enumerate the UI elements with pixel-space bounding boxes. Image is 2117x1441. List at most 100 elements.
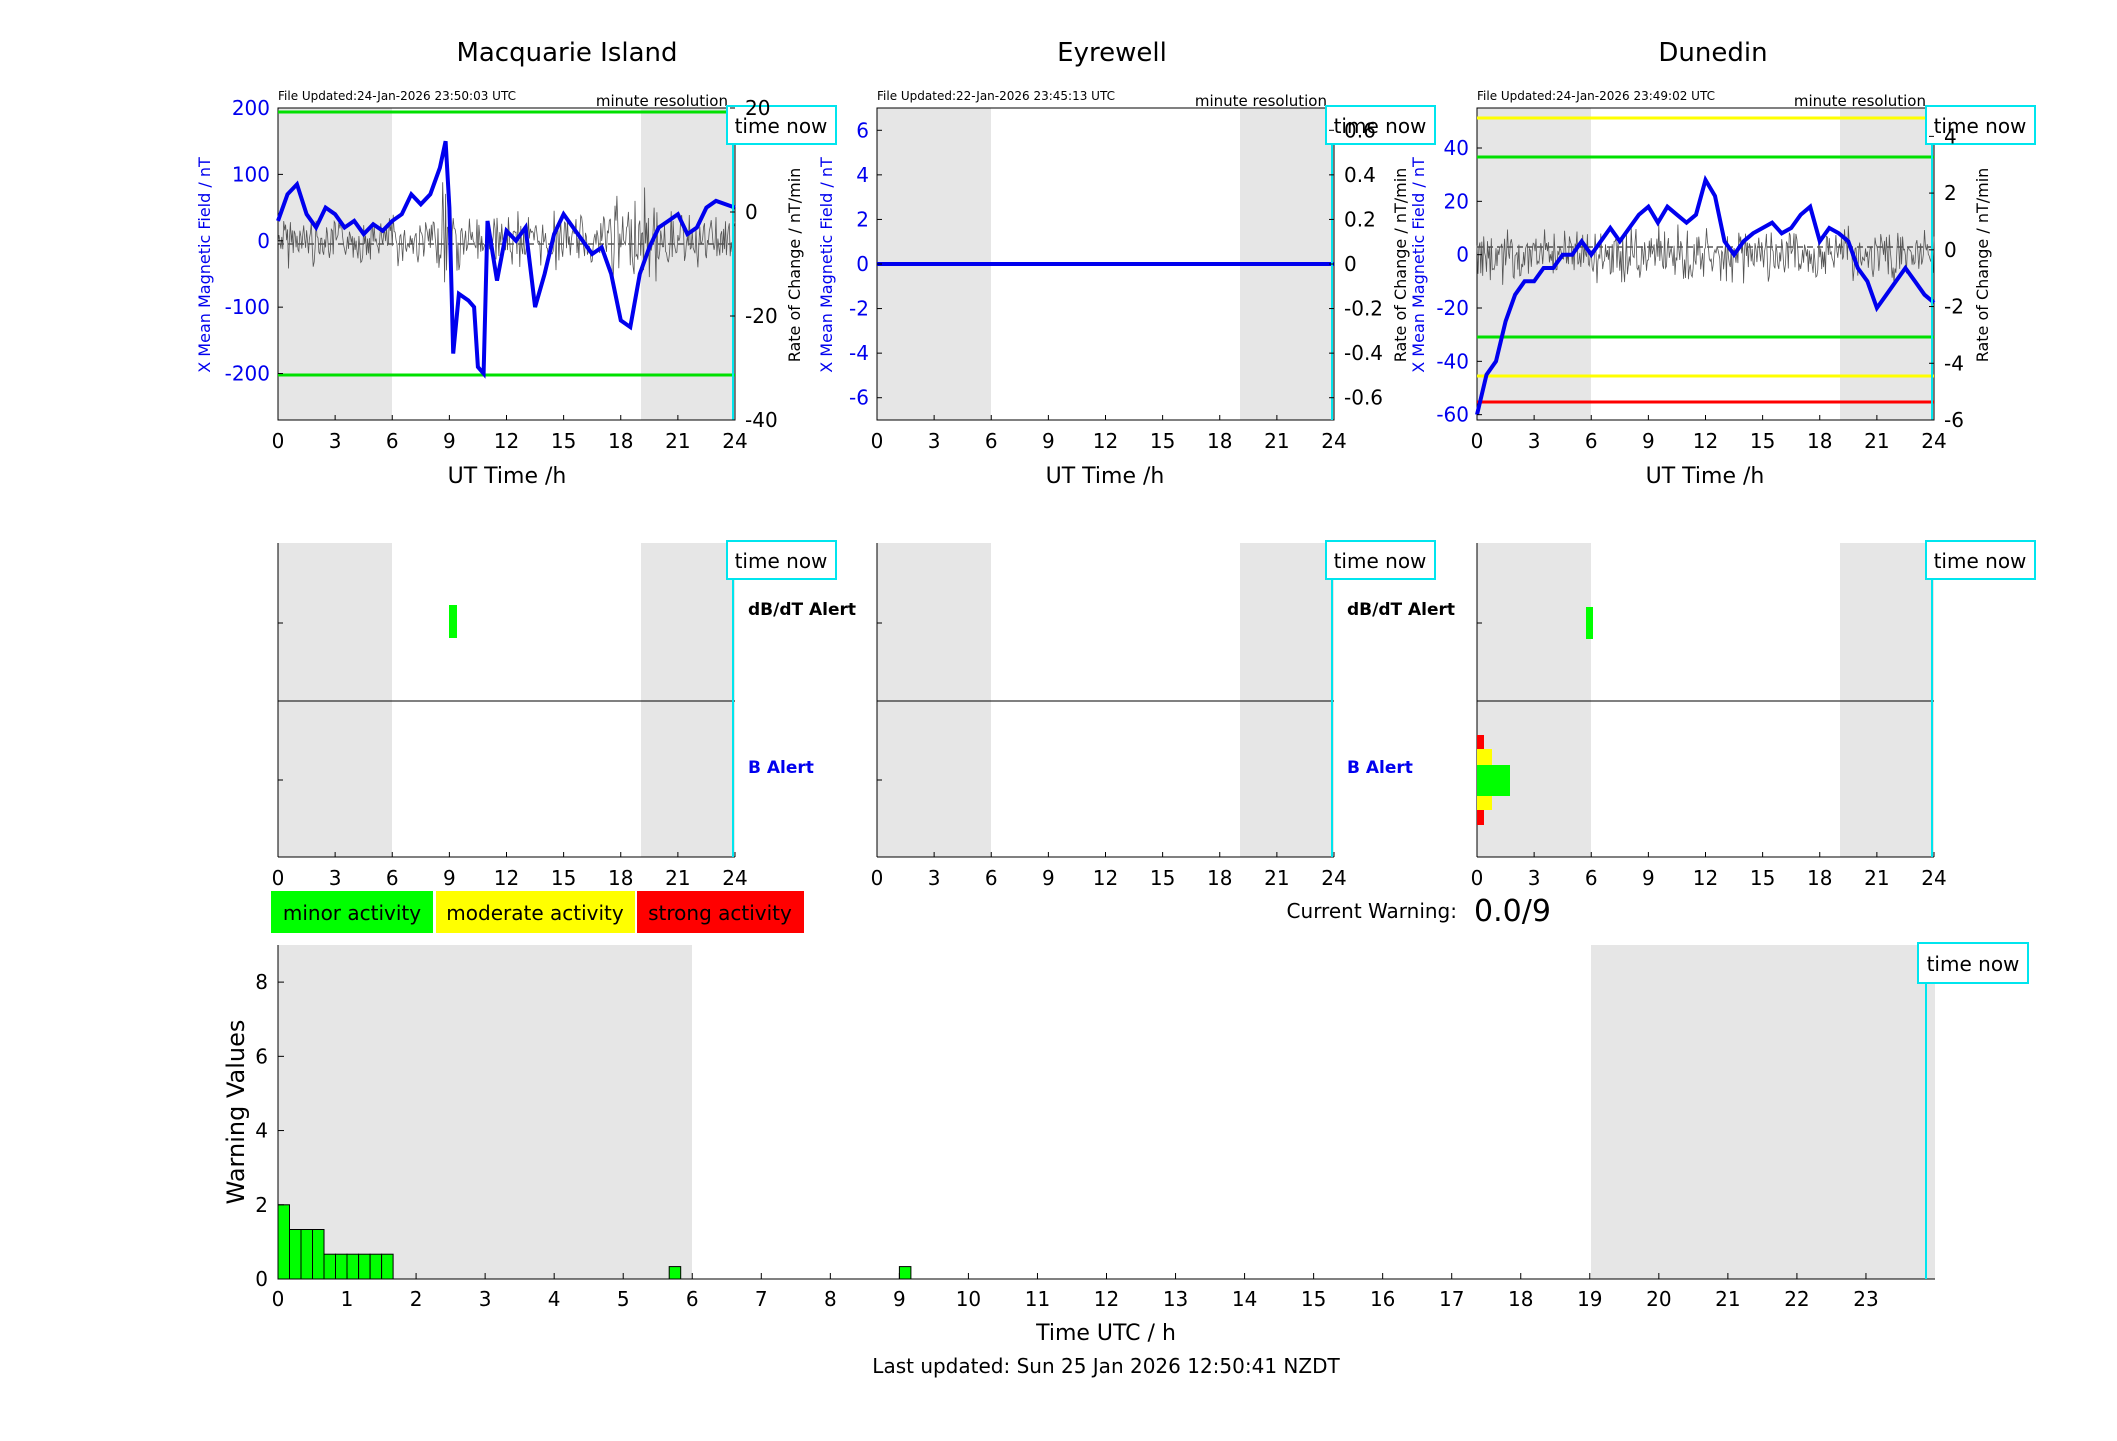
y-tick-label: 0 — [1456, 243, 1469, 267]
time-now-label: time now — [1934, 549, 2027, 573]
y2-tick-label: -6 — [1944, 408, 1964, 432]
y2-tick-label: 0 — [1944, 238, 1957, 262]
x-tick-label: 15 — [551, 429, 576, 453]
field-series-line — [276, 140, 736, 379]
x-tick-label: 12 — [1094, 1287, 1119, 1311]
b-alert-bar-strong — [1477, 810, 1484, 825]
x-tick-label: 3 — [329, 429, 342, 453]
time-now-label: time now — [1927, 952, 2020, 976]
y2-tick-label: -2 — [1944, 295, 1964, 319]
time-now-box — [726, 540, 837, 580]
x-tick-label: 3 — [928, 866, 941, 890]
x-tick-label: 1 — [341, 1287, 354, 1311]
b-alert-bar-moderate — [1477, 796, 1492, 810]
legend-moderate-label: moderate activity — [446, 901, 624, 925]
y-tick-label: 2 — [856, 207, 869, 231]
x-tick-label: 3 — [928, 429, 941, 453]
file-updated: File Updated:22-Jan-2026 23:45:13 UTC — [877, 89, 1115, 103]
dbdt-alert-label: dB/dT Alert — [1347, 600, 1455, 620]
y-tick-label: 0 — [255, 1267, 268, 1291]
x-tick-label: 6 — [686, 1287, 699, 1311]
warning-bars — [277, 1204, 912, 1280]
alert-panel-eyrewell: time now dB/dT Alert B Alert 0 3 6 9 12 15 18 2… — [871, 540, 1455, 890]
y2-tick-label: 4 — [1944, 124, 1957, 148]
y-tick-label: -2 — [849, 297, 869, 321]
y2-tick-labels: 0.6 0.4 0.2 0 -0.2 -0.4 -0.6 — [1329, 118, 1383, 410]
x-tick-label: 0 — [272, 429, 285, 453]
time-now-box — [726, 105, 837, 145]
y-tick-labels: 200 100 0 -100 -200 — [225, 96, 283, 386]
x-tick-label: 6 — [1585, 866, 1598, 890]
x-tick-label: 0 — [272, 1287, 285, 1311]
x-tick-label: 12 — [1093, 866, 1118, 890]
x-tick-label: 6 — [386, 429, 399, 453]
x-axis-label: UT Time /h — [448, 464, 567, 489]
x-tick-label: 24 — [722, 429, 747, 453]
legend-minor-label: minor activity — [283, 901, 421, 925]
x-tick-label: 21 — [1864, 866, 1889, 890]
y-tick-label: 6 — [856, 118, 869, 142]
y-tick-label: 6 — [255, 1044, 268, 1068]
y2-tick-label: 0.4 — [1344, 163, 1376, 187]
x-tick-label: 9 — [1042, 866, 1055, 890]
x-tick-label: 0 — [1471, 866, 1484, 890]
y-tick-label: -6 — [849, 386, 869, 410]
legend-minor-swatch — [271, 891, 433, 933]
time-now-box — [1325, 540, 1436, 580]
b-alert-bar-moderate — [1477, 749, 1492, 765]
warning-bar — [300, 1229, 313, 1280]
dbdt-alert-bar-minor — [1586, 607, 1593, 639]
y-tick-label: 4 — [255, 1119, 268, 1143]
time-now-label: time now — [1334, 114, 1427, 138]
x-tick-label: 9 — [443, 866, 456, 890]
x-tick-label: 15 — [1150, 429, 1175, 453]
panel-eyrewell: Eyrewell File Updated:22-Jan-2026 23:45:… — [817, 38, 1436, 489]
x-tick-label: 12 — [1693, 866, 1718, 890]
x-tick-label: 18 — [608, 429, 633, 453]
x-tick-label: 21 — [1264, 429, 1289, 453]
x-tick-label: 6 — [1585, 429, 1598, 453]
field-series-line — [1475, 174, 1936, 416]
y-axis-label: Warning Values — [222, 1020, 250, 1205]
x-tick-label: 6 — [386, 866, 399, 890]
y-tick-label: 0 — [856, 252, 869, 276]
y-tick-label: 200 — [232, 96, 270, 120]
x-tick-label: 18 — [1207, 866, 1232, 890]
x-tick-label: 18 — [1807, 866, 1832, 890]
night-shade-right — [641, 543, 735, 857]
time-now-label: time now — [735, 549, 828, 573]
x-tick-label: 11 — [1025, 1287, 1050, 1311]
x-tick-label: 21 — [1264, 866, 1289, 890]
night-shade-left — [278, 108, 392, 420]
y-tick-labels: 6 4 2 0 -2 -4 -6 — [849, 118, 882, 410]
x-tick-label: 9 — [1642, 429, 1655, 453]
warning-bar — [668, 1266, 682, 1280]
y2-tick-label: -0.2 — [1344, 297, 1383, 321]
x-tick-label: 19 — [1577, 1287, 1602, 1311]
x-tick-label: 15 — [1750, 429, 1775, 453]
alert-panel-macquarie: time now dB/dT Alert B Alert 0 3 6 9 12 15 18 2… — [272, 540, 856, 890]
night-shade-left — [1477, 543, 1591, 857]
x-tick-label: 2 — [410, 1287, 423, 1311]
y-tick-label: 100 — [232, 162, 270, 186]
warning-bar — [289, 1229, 302, 1280]
y2-tick-label: 0 — [1344, 252, 1357, 276]
x-tick-label: 14 — [1232, 1287, 1257, 1311]
x-axis-label: UT Time /h — [1046, 464, 1165, 489]
y-tick-label: -20 — [1436, 296, 1469, 320]
x-tick-label: 12 — [1693, 429, 1718, 453]
warning-bar — [381, 1253, 394, 1280]
y-tick-label: -60 — [1436, 403, 1469, 427]
resolution-label: minute resolution — [596, 92, 728, 110]
alert-panel-dunedin: time now 0 3 6 9 12 15 18 21 24 — [1471, 540, 2036, 890]
y-tick-label: -200 — [225, 362, 270, 386]
x-tick-labels: 0 3 6 9 12 15 18 21 24 — [272, 415, 748, 453]
y2-tick-label: 0.2 — [1344, 207, 1376, 231]
current-warning-label: Current Warning: — [1287, 899, 1457, 923]
night-shade-right — [641, 108, 735, 420]
x-tick-label: 20 — [1646, 1287, 1671, 1311]
y2-tick-label: 0 — [745, 200, 758, 224]
y2-tick-labels: 20 0 -20 -40 — [730, 96, 778, 432]
warning-bar — [898, 1266, 912, 1280]
x-tick-label: 0 — [272, 866, 285, 890]
